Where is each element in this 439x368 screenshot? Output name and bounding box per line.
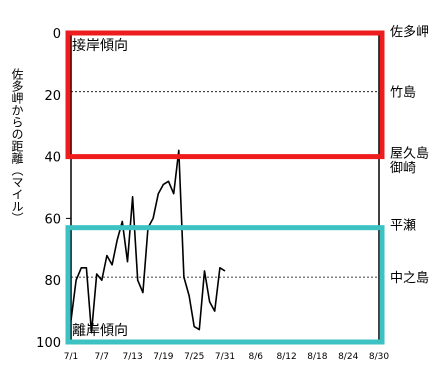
x-tick-label: 7/1 (64, 352, 78, 362)
place-label: 平瀬 (390, 219, 416, 234)
place-label: 佐多岬 (390, 24, 429, 40)
y-tick-label: 0 (53, 27, 61, 42)
x-tick-label: 8/30 (369, 352, 389, 362)
y-tick-label: 80 (44, 274, 61, 289)
x-tick-label: 7/13 (122, 352, 142, 362)
place-label: 御崎 (390, 161, 416, 176)
x-tick-label: 8/12 (276, 352, 296, 362)
y-tick-label: 100 (36, 336, 61, 351)
offshore-region-label: 離岸傾向 (72, 322, 128, 339)
y-axis-label: 佐多岬からの距離（マイル） (10, 68, 24, 224)
offshore-region-box (65, 225, 385, 345)
approach-region-box (65, 30, 385, 160)
approach-region-label: 接岸傾向 (72, 37, 128, 54)
place-label: 竹島 (390, 86, 416, 101)
y-tick-label: 60 (44, 212, 61, 227)
x-tick-label: 7/19 (153, 352, 173, 362)
x-tick-label: 8/6 (249, 352, 264, 362)
x-tick-label: 8/24 (338, 352, 358, 362)
y-tick-label: 40 (44, 151, 61, 166)
x-tick-label: 7/25 (184, 352, 204, 362)
x-tick-label: 8/18 (307, 352, 327, 362)
series-line (70, 149, 226, 334)
x-tick-label: 7/31 (215, 352, 235, 362)
place-label: 屋久島 (390, 147, 429, 162)
place-label: 中之島 (390, 271, 429, 286)
y-tick-label: 20 (44, 89, 61, 104)
x-tick-label: 7/7 (95, 352, 109, 362)
